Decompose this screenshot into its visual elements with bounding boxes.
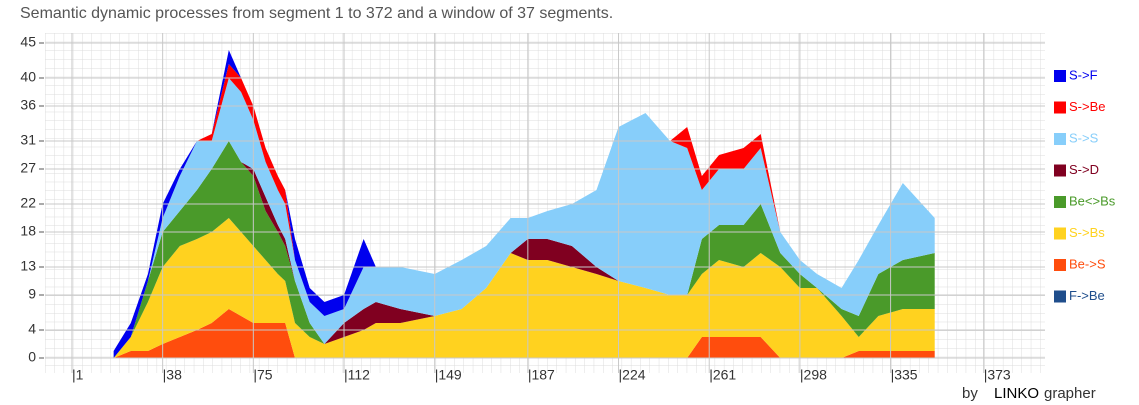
area <box>113 141 935 358</box>
x-tick-label: |373 <box>984 367 1011 383</box>
y-tick-label: 13 <box>20 258 36 274</box>
area <box>113 309 935 358</box>
legend-label: S->Bs <box>1069 225 1105 240</box>
x-tick-label: |1 <box>72 367 84 383</box>
legend-swatch <box>1054 259 1066 271</box>
x-tick-label: |224 <box>619 367 646 383</box>
y-tick-label: 36 <box>20 97 36 113</box>
y-tick-label: 27 <box>20 160 36 176</box>
x-tick-label: |38 <box>163 367 182 383</box>
legend-label: S->D <box>1069 162 1099 177</box>
legend-swatch <box>1054 227 1066 240</box>
axes: 0 4 9 13 18 22 27 31 36 40 45 |1 |38 |75 |112 |149 |187 |… <box>20 33 1045 383</box>
x-tick-label: |75 <box>253 367 272 383</box>
legend-swatch <box>1054 70 1066 82</box>
legend-swatch <box>1054 290 1066 303</box>
credit-by: by <box>962 385 978 402</box>
legend-label: Be<>Bs <box>1069 193 1116 208</box>
chart-title: Semantic dynamic processes from segment … <box>20 5 613 22</box>
y-tick-label: 0 <box>28 349 36 365</box>
legend-swatch <box>1054 196 1066 208</box>
area <box>113 78 935 358</box>
x-tick-label: |112 <box>344 367 370 383</box>
y-tick-label: 22 <box>20 195 36 211</box>
credit-suffix: grapher <box>1044 385 1096 402</box>
legend: S->F S->Be S->S S->D Be<>Bs S->Bs Be->S F->Be <box>1054 67 1116 303</box>
legend-swatch <box>1054 101 1066 114</box>
credit-brand: LINKO <box>994 385 1039 402</box>
x-tick-label: |149 <box>435 367 462 383</box>
legend-label: Be->S <box>1069 256 1106 271</box>
x-tick-label: |187 <box>528 367 555 383</box>
legend-swatch <box>1054 133 1066 145</box>
legend-label: F->Be <box>1069 288 1105 303</box>
y-tick-label: 18 <box>20 223 36 239</box>
areas <box>113 50 935 358</box>
y-tick-label: 9 <box>28 286 36 302</box>
legend-label: S->S <box>1069 130 1099 145</box>
area <box>113 141 935 358</box>
legend-swatch <box>1054 164 1066 177</box>
y-tick-label: 4 <box>28 321 36 337</box>
x-tick-label: |298 <box>800 367 827 383</box>
x-tick-label: |335 <box>891 367 918 383</box>
legend-label: S->Be <box>1069 99 1106 114</box>
legend-label: S->F <box>1069 67 1098 82</box>
y-tick-label: 45 <box>20 34 36 50</box>
y-tick-label: 40 <box>20 69 36 85</box>
y-tick-label: 31 <box>20 132 36 148</box>
x-tick-label: |261 <box>709 367 736 383</box>
area <box>113 218 935 358</box>
